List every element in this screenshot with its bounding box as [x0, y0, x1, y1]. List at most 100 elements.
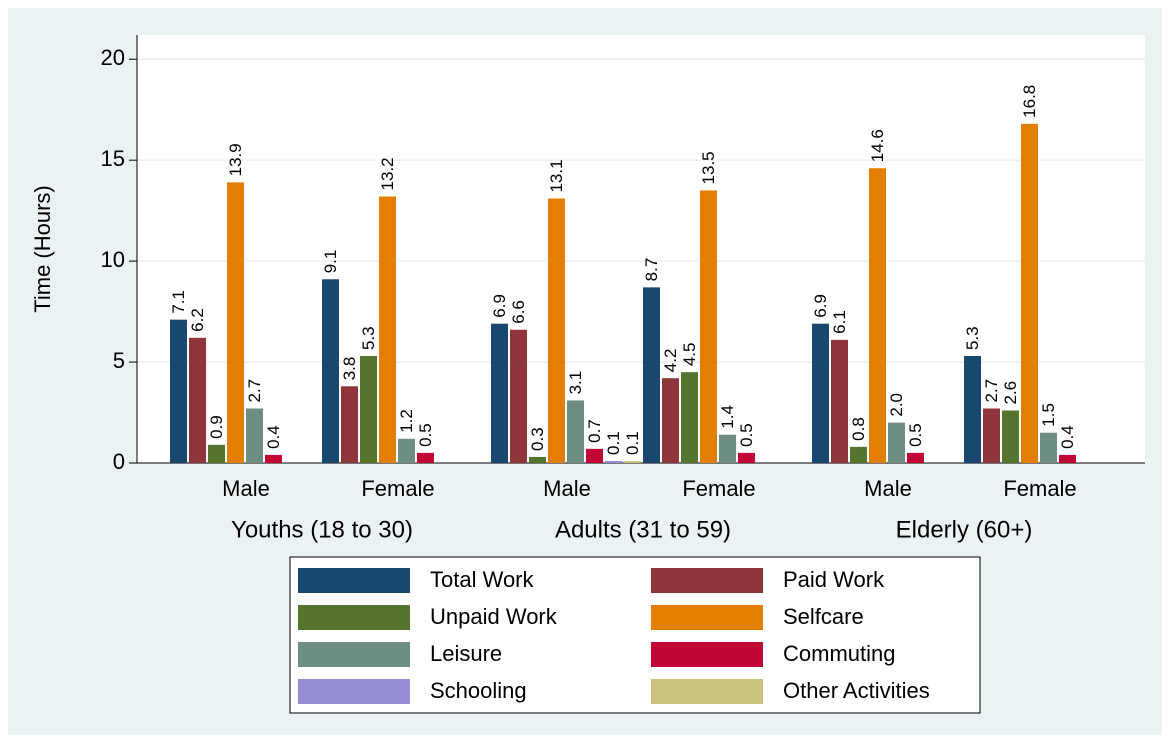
bar — [1002, 410, 1019, 463]
bar — [738, 452, 755, 463]
value-label: 5.3 — [963, 326, 982, 350]
bar — [812, 323, 829, 463]
bar — [1059, 454, 1076, 463]
value-label: 0.5 — [737, 423, 756, 447]
value-label: 4.5 — [680, 343, 699, 367]
bar — [624, 460, 641, 463]
group-label: Adults (31 to 59) — [555, 516, 731, 543]
bar — [662, 378, 679, 463]
bar — [907, 452, 924, 463]
value-label: 1.4 — [718, 405, 737, 429]
y-tick-label: 5 — [113, 348, 125, 373]
y-tick-label: 0 — [113, 449, 125, 474]
value-label: 3.1 — [566, 371, 585, 395]
value-label: 6.6 — [509, 300, 528, 324]
value-label: 4.2 — [661, 349, 680, 373]
value-label: 2.0 — [887, 393, 906, 417]
value-label: 14.6 — [868, 129, 887, 162]
bar — [567, 400, 584, 463]
value-label: 9.1 — [321, 250, 340, 274]
bar — [360, 356, 377, 463]
y-tick-label: 10 — [101, 247, 125, 272]
value-label: 13.2 — [378, 157, 397, 190]
bar — [719, 434, 736, 463]
bar — [529, 456, 546, 463]
legend-swatch — [298, 642, 410, 667]
legend-label: Selfcare — [783, 604, 864, 629]
y-tick-label: 15 — [101, 146, 125, 171]
value-label: 0.3 — [528, 427, 547, 451]
x-tick-label: Female — [1003, 476, 1076, 501]
x-tick-label: Female — [361, 476, 434, 501]
value-label: 13.9 — [226, 143, 245, 176]
value-label: 8.7 — [642, 258, 661, 282]
value-label: 0.4 — [1058, 425, 1077, 449]
legend-label: Paid Work — [783, 567, 885, 592]
bar — [1021, 123, 1038, 463]
value-label: 6.1 — [830, 310, 849, 334]
value-label: 5.3 — [359, 326, 378, 350]
value-label: 0.8 — [849, 417, 868, 441]
bar — [983, 408, 1000, 463]
bar — [491, 323, 508, 463]
value-label: 1.2 — [397, 409, 416, 433]
bar — [1040, 432, 1057, 463]
legend-swatch — [651, 642, 763, 667]
value-label: 13.1 — [547, 159, 566, 192]
bar — [227, 182, 244, 463]
bar — [510, 329, 527, 463]
value-label: 0.5 — [906, 423, 925, 447]
value-label: 6.2 — [188, 308, 207, 332]
legend-swatch — [651, 679, 763, 704]
bar — [681, 372, 698, 463]
bar — [548, 198, 565, 463]
group-label: Elderly (60+) — [896, 516, 1033, 543]
value-label: 2.6 — [1001, 381, 1020, 405]
group-label: Youths (18 to 30) — [231, 516, 413, 543]
bar — [265, 454, 282, 463]
legend-label: Unpaid Work — [430, 604, 558, 629]
bar — [964, 356, 981, 463]
value-label: 0.1 — [623, 431, 642, 455]
value-label: 2.7 — [982, 379, 1001, 403]
legend-label: Total Work — [430, 567, 535, 592]
value-label: 0.1 — [604, 431, 623, 455]
value-label: 0.9 — [207, 415, 226, 439]
legend-swatch — [298, 568, 410, 593]
legend-swatch — [651, 568, 763, 593]
y-axis-title: Time (Hours) — [30, 185, 55, 313]
value-label: 0.7 — [585, 419, 604, 443]
bar — [170, 319, 187, 463]
bar — [208, 444, 225, 463]
x-tick-label: Male — [222, 476, 270, 501]
bar — [246, 408, 263, 463]
x-tick-label: Male — [864, 476, 912, 501]
value-label: 0.4 — [264, 425, 283, 449]
bar — [700, 190, 717, 464]
bar — [586, 448, 603, 463]
value-label: 7.1 — [169, 290, 188, 314]
x-tick-label: Male — [543, 476, 591, 501]
value-label: 6.9 — [490, 294, 509, 318]
bar — [850, 446, 867, 463]
x-tick-label: Female — [682, 476, 755, 501]
bar — [869, 168, 886, 463]
legend-label: Commuting — [783, 641, 895, 666]
value-label: 13.5 — [699, 151, 718, 184]
legend-swatch — [298, 605, 410, 630]
bar — [643, 287, 660, 463]
bar — [379, 196, 396, 463]
value-label: 1.5 — [1039, 403, 1058, 427]
legend-swatch — [298, 679, 410, 704]
bar — [322, 279, 339, 463]
value-label: 6.9 — [811, 294, 830, 318]
bar — [189, 337, 206, 463]
bar — [398, 438, 415, 463]
bar — [417, 452, 434, 463]
bar — [831, 339, 848, 463]
bar — [605, 460, 622, 463]
bar — [888, 422, 905, 463]
legend-swatch — [651, 605, 763, 630]
value-label: 16.8 — [1020, 85, 1039, 118]
